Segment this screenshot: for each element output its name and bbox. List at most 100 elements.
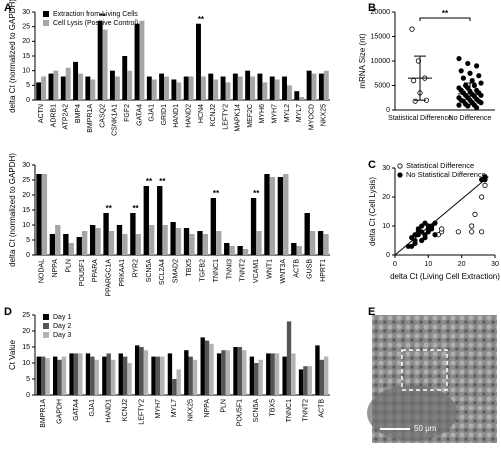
bar: [139, 347, 144, 395]
x-tick-label: KCNJ2: [210, 104, 217, 126]
y-tick-label: 0: [386, 252, 390, 259]
bar: [85, 76, 91, 100]
panel-letter: E: [368, 306, 375, 318]
x-tick-label: MYH7: [155, 399, 162, 419]
significance-label: **: [442, 9, 449, 18]
y-tick-label: 0: [26, 392, 30, 399]
bar: [114, 76, 120, 100]
point: [460, 75, 466, 81]
x-tick-label: NPPA: [52, 259, 59, 278]
bar: [85, 353, 91, 395]
point: [410, 78, 417, 84]
bar: [68, 243, 74, 255]
bar: [183, 228, 190, 255]
point: [415, 229, 421, 235]
bar: [157, 186, 163, 255]
y-tick-label: 15000: [371, 33, 391, 40]
significance-label: **: [99, 12, 106, 21]
point: [439, 226, 445, 232]
point: [425, 223, 431, 229]
y-tick-label: 30: [22, 162, 30, 169]
bar: [171, 79, 177, 100]
bar: [143, 350, 149, 395]
x-tick-label: NPPA: [204, 399, 211, 418]
bar: [210, 198, 217, 255]
x-tick-label: PLN: [220, 399, 227, 413]
x-tick-label: FGF2: [124, 104, 131, 122]
x-tick-label: GJA1: [89, 399, 96, 417]
bar: [323, 234, 329, 255]
x-tick-label: NKX25: [188, 399, 195, 421]
panel-letter: A: [4, 2, 12, 14]
panel-letter: B: [368, 2, 376, 14]
bar: [167, 353, 173, 395]
bar: [78, 73, 83, 100]
y-tick-label: 10000: [371, 58, 391, 65]
bar: [220, 76, 226, 100]
bar: [200, 337, 205, 395]
x-tick-label: TNNT2: [240, 259, 247, 282]
bar: [134, 345, 140, 395]
bar: [172, 379, 177, 395]
bar: [76, 237, 82, 255]
bar: [127, 363, 132, 395]
bar: [57, 359, 62, 395]
x-tick-label: SCN5A: [253, 399, 260, 423]
x-tick-label: Statistical Difference: [388, 115, 452, 122]
y-tick-label: 10: [22, 360, 30, 367]
bar: [183, 76, 189, 100]
x-tick-label: GATA4: [136, 104, 143, 126]
x-tick-label: GUSB: [307, 259, 314, 279]
point: [422, 220, 428, 226]
point: [412, 240, 418, 246]
bar: [306, 70, 312, 100]
bar: [160, 356, 165, 395]
legend-label: Cell Lysis (Positive Control): [53, 20, 138, 27]
x-tick-label: ADRB1: [50, 104, 57, 127]
bar: [155, 356, 161, 395]
bar: [242, 249, 249, 255]
bar: [221, 350, 226, 395]
y-tick-label: 5: [26, 237, 30, 244]
bar: [151, 79, 157, 100]
bar: [164, 76, 169, 100]
bar: [36, 82, 42, 100]
y-tick-label: 20000: [371, 9, 391, 16]
x-tick-label: GJA1: [149, 104, 156, 122]
bar: [192, 359, 198, 395]
y-tick-label: 5000: [374, 82, 390, 89]
bar: [55, 225, 61, 255]
bar: [176, 369, 181, 395]
point: [458, 68, 464, 74]
x-tick-label: NKX25: [321, 104, 328, 126]
y-axis-label: Ct Value: [8, 339, 17, 370]
legend-label: No Statistical Difference: [406, 170, 486, 179]
significance-label: **: [159, 177, 166, 186]
x-tick-label: TBX5: [269, 399, 276, 417]
bar: [116, 225, 123, 255]
point: [469, 223, 475, 229]
x-tick-label: HCN4: [198, 104, 205, 123]
bar: [274, 79, 280, 100]
bar: [143, 186, 149, 255]
bar: [291, 243, 297, 255]
x-tick-label: ACTB: [293, 259, 300, 278]
x-tick-label: NODAL: [39, 259, 46, 283]
significance-bracket: [419, 17, 471, 21]
bar: [45, 358, 50, 395]
bar: [109, 70, 115, 100]
bar: [283, 174, 289, 255]
y-axis-label: mRNA Size (nt): [358, 33, 367, 88]
bar: [254, 363, 259, 395]
y-tick-label: 20: [22, 192, 30, 199]
bar: [269, 76, 275, 100]
bar: [282, 76, 287, 100]
bar: [41, 76, 47, 100]
y-tick-label: 5: [26, 376, 30, 383]
bar: [264, 174, 270, 255]
bar: [225, 350, 231, 395]
y-axis-label: delta Ct (normalized to GAPDH): [8, 0, 17, 113]
bar: [103, 213, 109, 255]
bar: [237, 246, 243, 255]
bar: [175, 228, 182, 255]
